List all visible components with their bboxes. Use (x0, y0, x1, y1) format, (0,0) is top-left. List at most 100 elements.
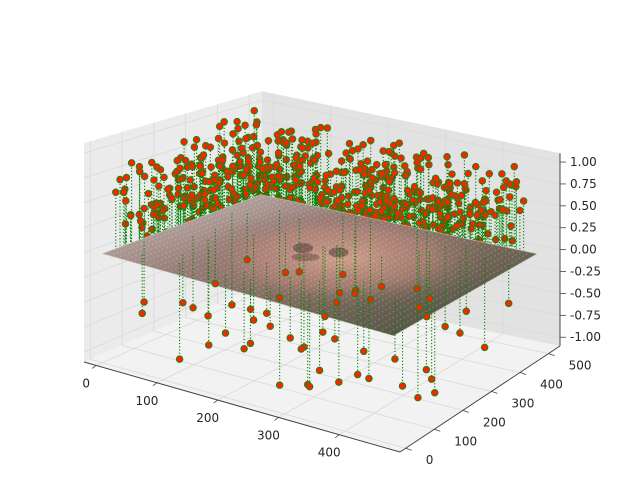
image-pixel-dot (309, 216, 312, 219)
image-pixel-dot (414, 322, 417, 325)
grid-floor-x (95, 286, 274, 366)
image-pixel-dot (477, 243, 480, 245)
image-pixel-dot (211, 272, 214, 275)
image-pixel-dot (468, 280, 471, 283)
image-pixel-dot (346, 232, 349, 235)
image-pixel-dot (358, 256, 361, 259)
image-pixel-dot (329, 260, 332, 263)
image-pixel-dot (201, 256, 204, 259)
image-pixel-dot (342, 211, 345, 214)
image-pixel-dot (300, 229, 303, 232)
stem-marker (246, 181, 254, 189)
stem-marker (164, 185, 172, 193)
image-pixel-dot (411, 277, 414, 280)
image-pixel-dot (361, 230, 364, 233)
image-pixel-dot (167, 237, 170, 240)
image-pixel-dot (295, 287, 297, 290)
image-pixel-dot (273, 286, 276, 289)
image-pixel-dot (415, 270, 418, 273)
image-pixel-dot (291, 283, 294, 286)
image-pixel-dot (511, 267, 513, 270)
stem-marker (360, 347, 368, 356)
stem-marker (430, 389, 439, 397)
image-pixel-dot (240, 286, 242, 289)
image-pixel-dot (404, 270, 407, 273)
image-pixel-dot (396, 308, 398, 311)
image-pixel-dot (265, 199, 268, 202)
image-pixel-dot (276, 249, 279, 252)
stem-marker (359, 141, 367, 149)
image-pixel-dot (264, 259, 267, 262)
image-pixel-dot (482, 277, 485, 280)
image-pixel-dot (266, 195, 269, 198)
image-pixel-dot (184, 249, 187, 252)
stem-marker (292, 176, 300, 184)
image-pixel-dot (406, 248, 408, 251)
image-pixel-dot (341, 308, 344, 311)
stem-marker (136, 217, 145, 225)
image-pixel-dot (350, 276, 353, 279)
image-pixel-dot (214, 219, 217, 222)
image-pixel-dot (421, 283, 424, 286)
image-pixel-dot (136, 244, 139, 247)
image-pixel-dot (233, 216, 236, 219)
image-pixel-dot (327, 241, 330, 244)
image-pixel-dot (146, 254, 149, 257)
stem-marker (150, 176, 158, 184)
image-pixel-dot (244, 216, 247, 219)
image-pixel-dot (385, 314, 388, 317)
image-pixel-dot (359, 217, 362, 220)
image-pixel-dot (348, 246, 351, 249)
image-pixel-dot (280, 288, 283, 291)
image-pixel-dot (172, 226, 175, 229)
stem-marker (480, 343, 489, 352)
image-pixel-dot (299, 234, 302, 237)
image-pixel-dot (408, 268, 411, 271)
stem-marker (453, 179, 462, 187)
image-pixel-dot (189, 272, 192, 274)
stem-marker (381, 160, 390, 169)
image-pixel-dot (471, 289, 474, 292)
image-pixel-dot (312, 248, 315, 250)
image-pixel-dot (511, 261, 514, 264)
image-pixel-dot (346, 237, 349, 240)
image-pixel-dot (364, 239, 366, 242)
image-pixel-dot (258, 283, 261, 285)
image-pixel-dot (289, 263, 292, 266)
image-pixel-dot (150, 248, 153, 251)
image-pixel-dot (501, 245, 504, 248)
image-pixel-dot (256, 211, 258, 214)
image-pixel-dot (428, 237, 431, 240)
image-pixel-dot (287, 249, 289, 252)
image-pixel-dot (320, 302, 322, 305)
image-pixel-dot (267, 212, 269, 214)
image-pixel-dot (306, 281, 309, 284)
stem-marker (415, 219, 424, 227)
image-pixel-dot (484, 244, 486, 247)
image-pixel-dot (232, 243, 235, 246)
image-pixel-dot (455, 249, 458, 252)
image-pixel-dot (313, 215, 316, 217)
stem-marker (264, 137, 273, 145)
image-pixel-dot (258, 288, 261, 291)
image-pixel-dot (373, 220, 376, 223)
image-pixel-dot (485, 281, 488, 284)
image-pixel-dot (212, 262, 215, 265)
image-pixel-dot (218, 274, 221, 277)
image-pixel-dot (293, 256, 296, 259)
image-pixel-dot (331, 280, 334, 283)
image-pixel-dot (453, 235, 456, 237)
image-pixel-dot (330, 255, 332, 257)
stem-marker (218, 156, 227, 164)
image-pixel-dot (468, 286, 470, 288)
image-pixel-dot (203, 241, 206, 244)
image-pixel-dot (248, 266, 251, 269)
stem-marker (462, 307, 471, 315)
stem-marker (298, 156, 307, 164)
stem-marker (479, 198, 488, 207)
z-tick-label: 0.75 (570, 177, 597, 191)
image-pixel-dot (257, 252, 260, 255)
image-pixel-dot (205, 255, 208, 257)
image-pixel-dot (379, 267, 382, 270)
image-pixel-dot (276, 199, 279, 202)
